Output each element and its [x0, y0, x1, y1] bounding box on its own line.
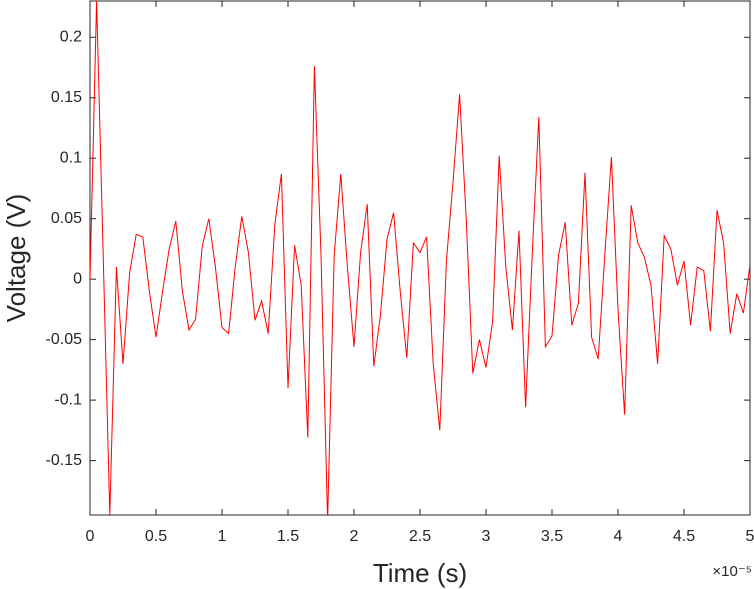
x-tick-label: 3	[482, 528, 491, 545]
y-tick-label: 0.2	[60, 29, 82, 46]
x-tick-label: 5	[746, 528, 754, 545]
x-tick-label: 0	[86, 528, 95, 545]
axes-box	[89, 0, 751, 516]
x-tick-label: 1.5	[277, 528, 299, 545]
y-tick-label: -0.05	[46, 331, 83, 348]
data-line	[90, 1, 750, 515]
x-multiplier: ×10⁻⁵	[712, 563, 752, 580]
y-tick-label: 0.05	[51, 210, 82, 227]
x-tick-label: 0.5	[145, 528, 167, 545]
y-tick-label: 0.15	[51, 89, 82, 106]
x-tick-label: 3.5	[541, 528, 563, 545]
x-tick-label: 4.5	[673, 528, 695, 545]
y-tick-label: 0.1	[60, 149, 82, 166]
y-axis-label: Voltage (V)	[1, 194, 31, 323]
x-tick-label: 2.5	[409, 528, 431, 545]
y-tick-label: 0	[73, 270, 82, 287]
x-tick-label: 1	[218, 528, 227, 545]
y-tick-label: -0.15	[46, 452, 83, 469]
y-tick-label: -0.1	[54, 391, 82, 408]
x-tick-label: 2	[350, 528, 359, 545]
x-tick-label: 4	[614, 528, 623, 545]
x-axis-label: Time (s)	[373, 558, 467, 588]
